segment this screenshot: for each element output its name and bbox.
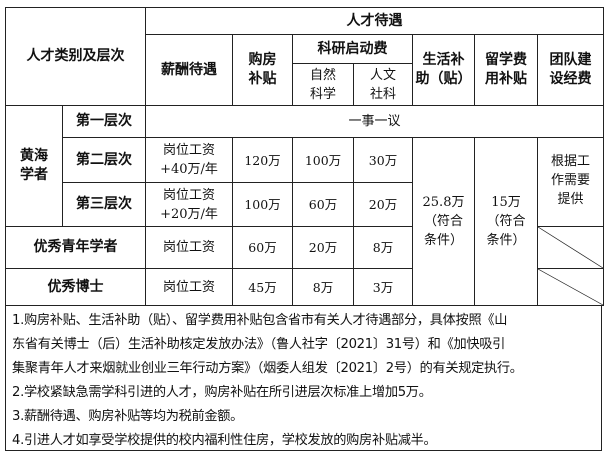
level3-salary: 岗位工资 +20万/年 <box>145 182 233 227</box>
phd-housing: 45万 <box>232 268 293 306</box>
huanghai-scholar: 黄海 学者 <box>5 105 63 227</box>
notes-box: 1.购房补贴、生活补助（贴）、留学费用补贴包含省市有关人才待遇部分，具体按照《山… <box>5 305 602 451</box>
header-living: 生活补 助（贴） <box>412 34 475 106</box>
level1-value: 一事一议 <box>145 105 604 138</box>
level3-natural: 60万 <box>292 182 354 227</box>
header-housing: 购房 补贴 <box>232 34 293 106</box>
talent-benefits-table: 人才类别及层次 人才待遇 薪酬待遇 购房 补贴 科研启动费 生活补 助（贴） 留学费… <box>5 7 604 306</box>
phd-humanities: 3万 <box>353 268 413 306</box>
level2-salary: 岗位工资 +40万/年 <box>145 137 233 183</box>
empty-diagonal-cell <box>537 268 604 306</box>
young-humanities: 8万 <box>353 226 413 269</box>
level3-label: 第三层次 <box>62 182 146 227</box>
header-natural: 自然 科学 <box>292 63 354 106</box>
header-research: 科研启动费 <box>292 34 413 64</box>
phd-natural: 8万 <box>292 268 354 306</box>
level1-label: 第一层次 <box>62 105 146 138</box>
note-line: 3.薪酬待遇、购房补贴等均为税前金额。 <box>12 409 244 424</box>
header-benefits: 人才待遇 <box>145 7 604 35</box>
young-salary: 岗位工资 <box>145 226 233 269</box>
header-team: 团队建 设经费 <box>537 34 604 106</box>
header-study-abroad: 留学费 用补贴 <box>474 34 538 106</box>
note-line: 2.学校紧缺急需学科引进的人才，购房补贴在所引进层次标准上增加5万。 <box>12 385 432 400</box>
young-housing: 60万 <box>232 226 293 269</box>
header-salary: 薪酬待遇 <box>145 34 233 106</box>
level2-housing: 120万 <box>232 137 293 183</box>
note-line: 1.购房补贴、生活补助（贴）、留学费用补贴包含省市有关人才待遇部分，具体按照《山 <box>12 313 508 328</box>
team-value: 根据工 作需要 提供 <box>537 137 604 227</box>
level3-housing: 100万 <box>232 182 293 227</box>
phd-salary: 岗位工资 <box>145 268 233 306</box>
young-natural: 20万 <box>292 226 354 269</box>
level2-humanities: 30万 <box>353 137 413 183</box>
header-category: 人才类别及层次 <box>5 7 146 106</box>
header-humanities: 人文 社科 <box>353 63 413 106</box>
level3-humanities: 20万 <box>353 182 413 227</box>
empty-diagonal-cell <box>537 226 604 269</box>
abroad-value: 15万 （符合 条件） <box>474 137 538 306</box>
phd-label: 优秀博士 <box>5 268 146 306</box>
level2-natural: 100万 <box>292 137 354 183</box>
note-line: 集聚青年人才来烟就业创业三年行动方案》（烟委人组发〔2021〕2号）的有关规定执… <box>12 361 523 376</box>
young-label: 优秀青年学者 <box>5 226 146 269</box>
level2-label: 第二层次 <box>62 137 146 183</box>
note-line: 4.引进人才如享受学校提供的校内福利性住房，学校发放的购房补贴减半。 <box>12 433 437 448</box>
living-value: 25.8万 （符合 条件） <box>412 137 475 306</box>
note-line: 东省有关博士（后）生活补助核定发放办法》（鲁人社字〔2021〕31号）和《加快吸… <box>12 337 506 352</box>
